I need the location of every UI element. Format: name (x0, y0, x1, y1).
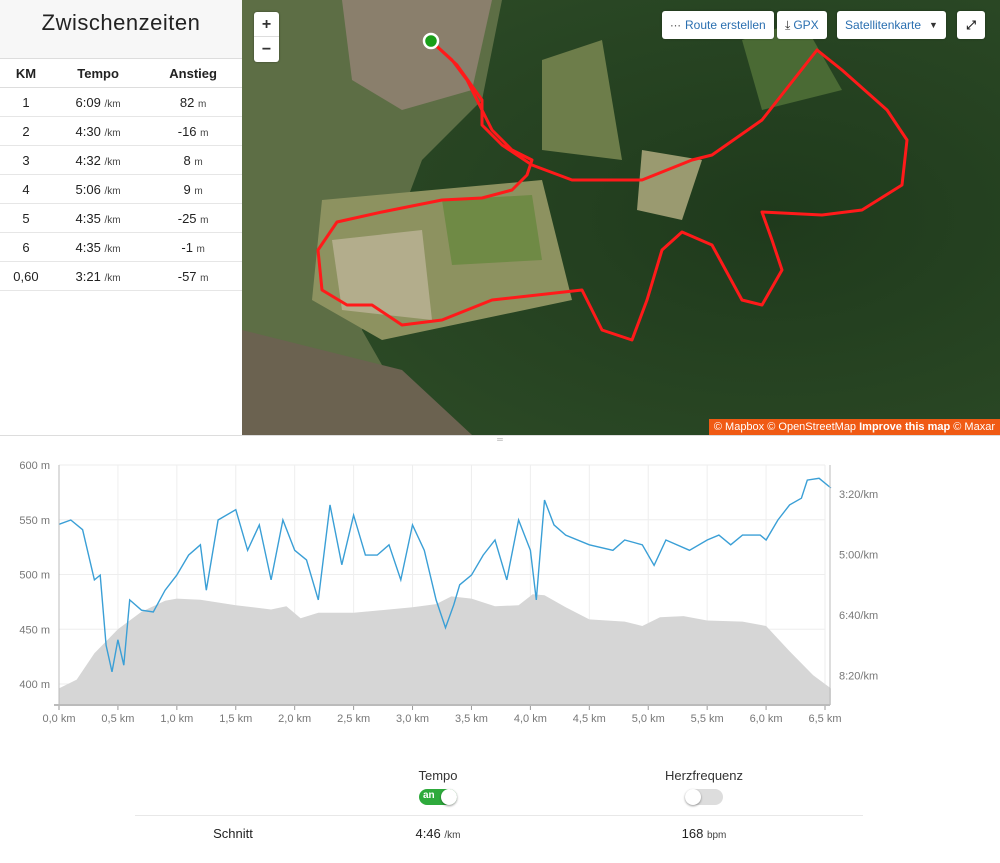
pace-line (58, 477, 832, 673)
split-climb: 8 m (144, 145, 242, 175)
split-row: 0,60 3:21 /km -57 m (0, 261, 242, 291)
average-heart-rate: 168 bpm (681, 826, 727, 841)
split-climb: -1 m (144, 232, 242, 262)
tempo-toggle-group: Tempo an (378, 768, 498, 805)
elevation-area (59, 594, 831, 705)
split-km: 1 (0, 87, 52, 117)
split-km: 5 (0, 203, 52, 233)
y-right-tick-label: 5:00/km (839, 550, 878, 562)
gpx-download-button[interactable]: ⤓ GPX (777, 11, 827, 39)
split-tempo: 4:35 /km (51, 232, 145, 262)
split-climb: -57 m (144, 261, 242, 291)
x-tick-label: 0,0 km (42, 713, 75, 725)
tempo-toggle[interactable]: an (419, 789, 457, 805)
x-tick-label: 2,5 km (337, 713, 370, 725)
split-row: 6 4:35 /km -1 m (0, 232, 242, 262)
x-tick-label: 5,0 km (632, 713, 665, 725)
split-tempo: 4:30 /km (51, 116, 145, 146)
split-climb: -16 m (144, 116, 242, 146)
map[interactable]: + − ⋯ Route erstellen ⤓ GPX Satellitenka… (242, 0, 1000, 435)
split-km: 4 (0, 174, 52, 204)
splits-title: Zwischenzeiten (0, 0, 242, 58)
y-right-tick-label: 8:20/km (839, 671, 878, 683)
fullscreen-button[interactable]: ⤢ (957, 11, 985, 39)
hr-toggle-label: Herzfrequenz (664, 768, 744, 783)
col-km: KM (0, 58, 52, 88)
y-right-tick-label: 3:20/km (839, 489, 878, 501)
x-tick-label: 2,0 km (278, 713, 311, 725)
resize-handle[interactable]: ═ (0, 435, 1000, 444)
hr-toggle[interactable] (685, 789, 723, 805)
split-km: 0,60 (0, 261, 52, 291)
elevation-pace-chart: 600 m 550 m 500 m 450 m 400 m 0,0 km 0,5 km 1,0… (19, 460, 878, 725)
download-icon: ⤓ (785, 17, 791, 32)
map-attribution: © Mapbox © OpenStreetMap Improve this ma… (708, 419, 1000, 435)
osm-link[interactable]: © OpenStreetMap (767, 421, 857, 433)
hr-toggle-group: Herzfrequenz (644, 768, 764, 805)
route-line (316, 39, 909, 342)
split-tempo: 4:35 /km (51, 203, 145, 233)
gpx-label: GPX (793, 18, 819, 32)
x-tick-label: 1,0 km (160, 713, 193, 725)
x-tick-label: 3,0 km (396, 713, 429, 725)
split-tempo: 3:21 /km (51, 261, 145, 291)
map-layer-select[interactable]: Satellitenkarte ▼ (837, 11, 946, 39)
satellite-imagery (242, 0, 1000, 435)
split-row: 4 5:06 /km 9 m (0, 174, 242, 204)
split-km: 6 (0, 232, 52, 262)
split-km: 2 (0, 116, 52, 146)
col-climb: Anstieg (144, 58, 242, 88)
split-row: 5 4:35 /km -25 m (0, 203, 242, 233)
start-marker[interactable] (422, 32, 440, 50)
route-create-label: Route erstellen (685, 18, 766, 32)
x-tick-label: 3,5 km (455, 713, 488, 725)
tempo-toggle-label: Tempo (418, 768, 458, 783)
divider (135, 815, 863, 816)
y-left-tick-label: 450 m (19, 624, 50, 636)
x-tick-label: 6,5 km (808, 713, 841, 725)
split-tempo: 6:09 /km (51, 87, 145, 117)
split-row: 3 4:32 /km 8 m (0, 145, 242, 175)
map-layer-label: Satellitenkarte (845, 18, 922, 32)
x-tick-label: 5,5 km (691, 713, 724, 725)
toggle-on-text: an (423, 790, 435, 801)
zoom-in-button[interactable]: + (254, 12, 279, 37)
maxar-link[interactable]: © Maxar (953, 421, 995, 433)
x-tick-label: 1,5 km (219, 713, 252, 725)
zoom-control: + − (254, 12, 279, 62)
split-km: 3 (0, 145, 52, 175)
zoom-out-button[interactable]: − (261, 41, 272, 58)
split-row: 1 6:09 /km 82 m (0, 87, 242, 117)
split-row: 2 4:30 /km -16 m (0, 116, 242, 146)
x-tick-label: 6,0 km (750, 713, 783, 725)
average-tempo: 4:46 /km (415, 826, 461, 841)
average-label: Schnitt (213, 826, 253, 841)
y-left-tick-label: 400 m (19, 679, 50, 691)
split-climb: 9 m (144, 174, 242, 204)
improve-map-link[interactable]: Improve this map (859, 421, 951, 433)
split-climb: -25 m (144, 203, 242, 233)
caret-down-icon: ▼ (929, 20, 938, 30)
col-tempo: Tempo (51, 58, 145, 88)
route-icon: ⋯ (670, 19, 681, 32)
route-create-button[interactable]: ⋯ Route erstellen (662, 11, 774, 39)
split-climb: 82 m (144, 87, 242, 117)
split-tempo: 4:32 /km (51, 145, 145, 175)
y-left-tick-label: 500 m (19, 570, 50, 582)
fullscreen-icon: ⤢ (966, 17, 976, 32)
split-tempo: 5:06 /km (51, 174, 145, 204)
mapbox-link[interactable]: © Mapbox (713, 421, 765, 433)
x-tick-label: 4,5 km (573, 713, 606, 725)
x-tick-label: 4,0 km (514, 713, 547, 725)
x-tick-label: 0,5 km (101, 713, 134, 725)
splits-panel: Zwischenzeiten KM Tempo Anstieg 1 6:09 /… (0, 0, 242, 435)
y-left-tick-label: 600 m (19, 460, 50, 472)
y-left-tick-label: 550 m (19, 515, 50, 527)
y-right-tick-label: 6:40/km (839, 610, 878, 622)
